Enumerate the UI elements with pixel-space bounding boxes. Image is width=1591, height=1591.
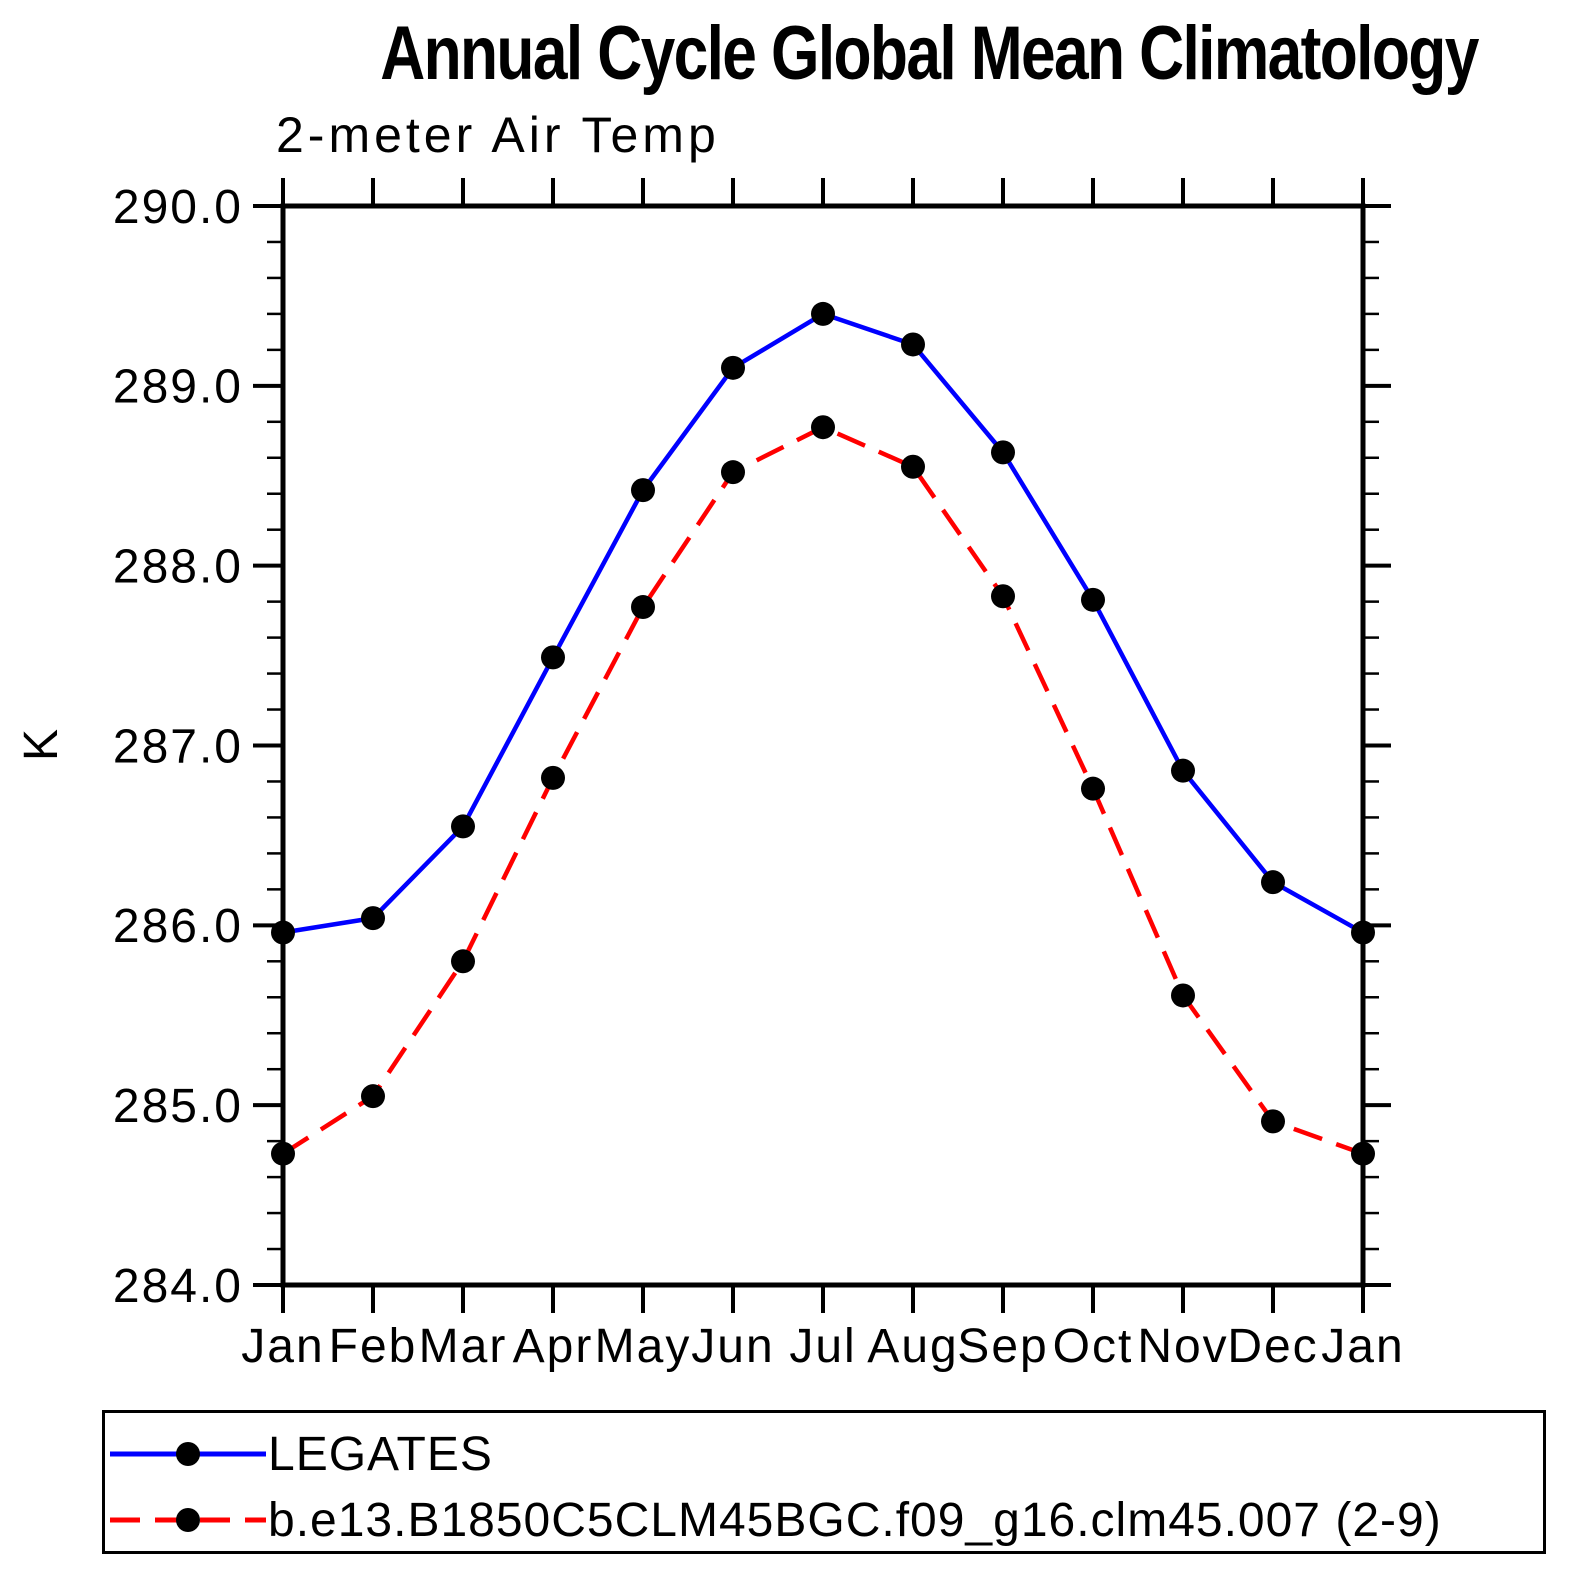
data-point-marker (631, 478, 655, 503)
y-axis-title: K (15, 729, 68, 761)
data-point-marker (1351, 1141, 1375, 1166)
data-point-marker (721, 460, 745, 485)
data-point-marker (991, 584, 1015, 609)
data-point-marker (901, 454, 925, 479)
data-point-marker (361, 1084, 385, 1109)
data-point-marker (541, 765, 565, 790)
data-point-marker (1171, 758, 1195, 783)
data-point-marker (1081, 776, 1105, 801)
axis-frame (280, 203, 1366, 1288)
x-tick-label: Nov (1137, 1320, 1228, 1373)
x-tick-label: Mar (419, 1320, 508, 1373)
x-tick-label: Jan (1321, 1320, 1404, 1373)
x-tick-label: Oct (1053, 1320, 1134, 1373)
series-line-0 (282, 311, 1365, 935)
data-point-marker (811, 415, 835, 440)
data-point-marker (1351, 920, 1375, 945)
y-tick-label: 289.0 (113, 361, 243, 414)
data-point-marker (1261, 1109, 1285, 1134)
data-point-marker (721, 355, 745, 380)
data-point-marker (451, 949, 475, 974)
x-tick-label: Feb (329, 1320, 418, 1373)
data-point-marker (451, 814, 475, 839)
legend-box: LEGATES b.e13.B1850C5CLM45BGC.f09_g16.cl… (102, 1410, 1546, 1554)
x-tick-label: Aug (867, 1320, 958, 1373)
legend-label: b.e13.B1850C5CLM45BGC.f09_g16.clm45.007 … (268, 1494, 1442, 1547)
data-point-marker (1171, 983, 1195, 1008)
data-point-marker (271, 1141, 295, 1166)
legend-line-sample-solid (110, 1442, 266, 1466)
legend-item-legates: LEGATES (105, 1421, 1543, 1487)
chart-subtitle: 2-meter Air Temp (276, 107, 720, 163)
y-tick-label: 285.0 (113, 1080, 243, 1133)
x-tick-label: Sep (957, 1320, 1048, 1373)
data-point-marker (271, 920, 295, 945)
y-tick-label: 284.0 (113, 1260, 243, 1313)
data-point-marker (1081, 587, 1105, 612)
data-point-marker (811, 301, 835, 326)
x-tick-label: Dec (1227, 1320, 1318, 1373)
data-point-marker (361, 906, 385, 931)
data-point-marker (541, 645, 565, 670)
y-tick-label: 287.0 (113, 720, 243, 773)
legend-line-sample-dashed (110, 1508, 266, 1532)
legend-label: LEGATES (268, 1428, 493, 1481)
x-tick-label: Jun (691, 1320, 774, 1373)
y-tick-label: 290.0 (113, 181, 243, 234)
x-tick-label: Jul (789, 1320, 856, 1373)
y-tick-label: 288.0 (113, 540, 243, 593)
x-tick-label: Jan (241, 1320, 324, 1373)
data-point-marker (631, 595, 655, 620)
legend-item-model: b.e13.B1850C5CLM45BGC.f09_g16.clm45.007 … (105, 1487, 1543, 1553)
data-point-marker (901, 332, 925, 357)
y-tick-label: 286.0 (113, 900, 243, 953)
data-point-marker (1261, 870, 1285, 895)
x-tick-label: May (595, 1320, 692, 1373)
data-point-marker (991, 440, 1015, 465)
x-tick-label: Apr (513, 1320, 594, 1373)
